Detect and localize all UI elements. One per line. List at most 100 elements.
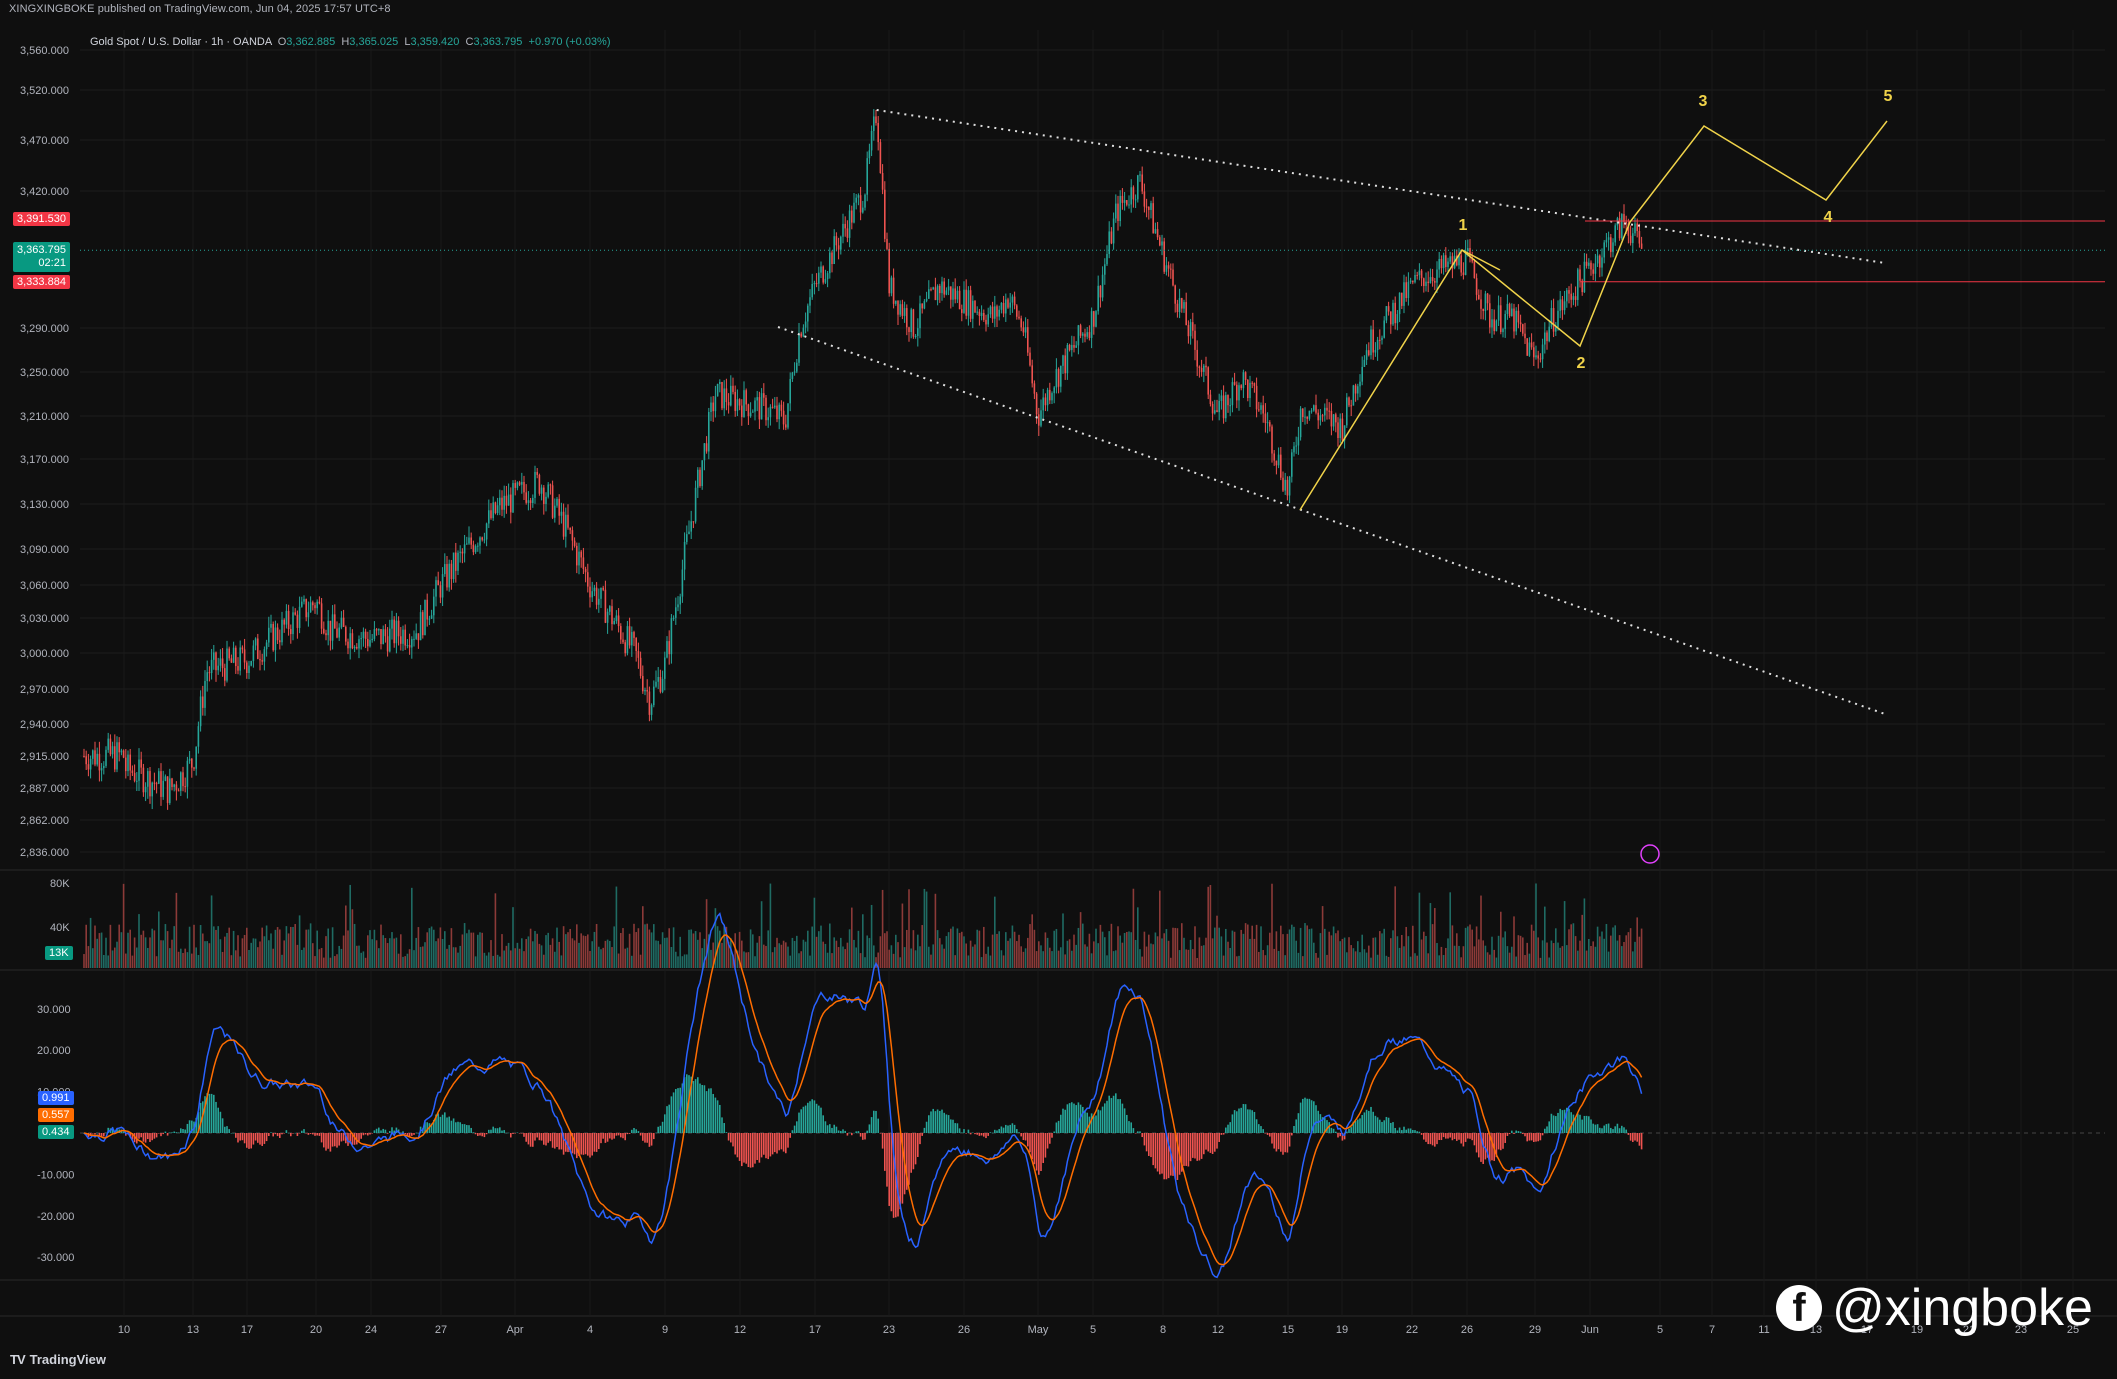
macd-histogram-bar — [1328, 1122, 1330, 1133]
volume-bar — [92, 948, 94, 968]
macd-histogram-bar — [417, 1132, 420, 1134]
candle-body — [219, 658, 222, 666]
tradingview-brand[interactable]: TV TradingView — [10, 1352, 106, 1367]
candle-body — [389, 628, 391, 652]
upper-level-badge: 3,391.530 — [13, 212, 70, 226]
time-tick-label: 17 — [809, 1324, 821, 1336]
volume-bar — [1515, 956, 1517, 968]
volume-bar — [1284, 955, 1286, 968]
candle-body — [382, 629, 384, 645]
volume-bar — [694, 931, 697, 968]
candle-body — [1563, 301, 1566, 311]
time-tick-label: 13 — [1810, 1324, 1822, 1336]
candle-body — [1229, 405, 1231, 407]
volume-bar — [1390, 938, 1392, 968]
volume-bar — [518, 948, 521, 968]
macd-histogram-bar — [591, 1133, 593, 1156]
candle-body — [298, 606, 301, 628]
macd-histogram-bar — [873, 1110, 875, 1133]
volume-bar — [1009, 938, 1011, 968]
macd-histogram-bar — [1381, 1121, 1383, 1133]
volume-bar — [314, 956, 316, 968]
volume-bar — [1000, 950, 1003, 968]
macd-histogram-bar — [1592, 1123, 1594, 1133]
volume-bar — [1317, 957, 1319, 968]
volume-bar — [1475, 926, 1478, 968]
volume-bar — [569, 928, 571, 968]
volume-bar — [1634, 941, 1636, 968]
volume-bar — [415, 937, 417, 968]
candle-body — [1420, 270, 1423, 279]
current-price-badge: 3,363.795 02:21 — [13, 242, 70, 272]
candle-body — [246, 662, 248, 674]
macd-histogram-bar — [1007, 1125, 1009, 1133]
candle-body — [1055, 369, 1058, 388]
grid-lines — [0, 30, 2117, 1317]
macd-histogram-bar — [650, 1133, 653, 1146]
candle-body — [492, 502, 494, 519]
candle-body — [659, 677, 662, 692]
macd-histogram-bar — [1194, 1133, 1196, 1159]
volume-bar — [666, 937, 668, 968]
volume-bar — [752, 934, 754, 968]
volume-bar — [848, 929, 851, 968]
volume-bar — [763, 944, 765, 968]
candle-body — [743, 390, 745, 418]
volume-bar — [364, 957, 367, 968]
macd-histogram-bar — [611, 1133, 613, 1140]
candle-body — [723, 388, 725, 409]
macd-histogram-bar — [426, 1122, 428, 1133]
symbol-legend: Gold Spot / U.S. Dollar · 1h · OANDA O3,… — [90, 36, 611, 48]
macd-histogram-bar — [925, 1121, 928, 1133]
macd-histogram-bar — [259, 1133, 261, 1145]
macd-histogram-bar — [1145, 1133, 1148, 1152]
volume-bar — [287, 933, 290, 968]
macd-histogram-bar — [503, 1130, 505, 1133]
macd-histogram-bar — [1625, 1129, 1627, 1133]
volume-bar — [1044, 932, 1047, 968]
volume-bar — [254, 938, 257, 968]
candle-body — [835, 236, 838, 246]
volume-bar — [932, 944, 934, 968]
candle-body — [459, 551, 461, 553]
candle-body — [180, 772, 182, 791]
candle-body — [1231, 382, 1234, 406]
macd-histogram-bar — [274, 1133, 277, 1135]
macd-histogram-bar — [1253, 1111, 1256, 1133]
macd-histogram-bar — [1016, 1129, 1018, 1133]
candle-body — [780, 404, 783, 411]
volume-bar — [732, 954, 734, 968]
candle-body — [551, 485, 554, 518]
macd-histogram-bar — [1062, 1108, 1064, 1133]
candle-body — [727, 402, 730, 406]
candle-body — [98, 753, 101, 771]
volume-bar — [213, 926, 215, 968]
candle-body — [1583, 261, 1586, 293]
macd-histogram-bar — [545, 1133, 547, 1146]
candle-body — [177, 790, 180, 792]
volume-bar — [925, 891, 928, 968]
volume-bar — [1502, 937, 1504, 968]
volume-bar — [197, 955, 200, 968]
macd-histogram-bar — [1132, 1128, 1135, 1133]
candle-body — [217, 665, 219, 671]
volume-bar — [395, 937, 398, 968]
candle-body — [1033, 383, 1036, 394]
candle-body — [569, 527, 571, 531]
macd-histogram-bar — [468, 1125, 470, 1133]
volume-bar — [1297, 952, 1300, 968]
macd-histogram-bar — [1627, 1133, 1630, 1135]
macd-histogram-bar — [1519, 1131, 1522, 1133]
macd-histogram-bar — [1594, 1124, 1597, 1133]
macd-histogram-bar — [1086, 1112, 1088, 1133]
macd-histogram-bar — [219, 1111, 222, 1133]
macd-histogram-bar — [1262, 1129, 1264, 1133]
macd-histogram-bar — [446, 1117, 448, 1133]
volume-bar — [611, 947, 613, 968]
candle-body — [1442, 255, 1445, 269]
candle-body — [461, 551, 464, 554]
macd-histogram-bar — [1425, 1133, 1427, 1142]
macd-histogram-bar — [525, 1133, 527, 1142]
macd-histogram-bar — [105, 1132, 107, 1134]
